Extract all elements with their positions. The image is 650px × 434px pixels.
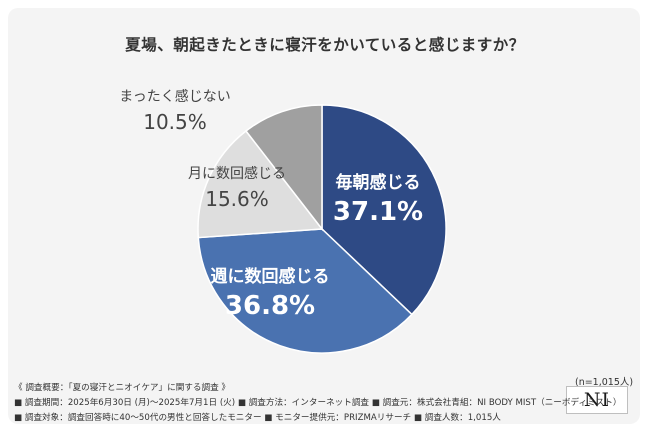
brand-logo: NI <box>566 386 628 414</box>
slice-label: 週に数回感じる <box>211 266 330 287</box>
survey-note-line: 《 調査概要：「夏の寝汗とニオイケア」に関する調査 》 <box>14 383 231 393</box>
slice-label: まったく感じない <box>119 88 230 105</box>
slice-value-label: 36.8% <box>225 291 315 321</box>
pie-slice <box>197 228 413 354</box>
slice-value-label: 15.6% <box>205 187 269 211</box>
slice-value-label: 10.5% <box>143 110 207 134</box>
survey-note-line: ■ 調査期間：2025年6月30日 (月)〜2025年7月1日 (火) ■ 調査… <box>14 398 622 408</box>
slice-label: 月に数回感じる <box>188 165 286 182</box>
pie-slice <box>321 104 447 316</box>
survey-note-line: ■ 調査対象：調査回答時に40〜50代の男性と回答したモニター ■ モニター提供… <box>14 413 501 423</box>
pie-slice <box>244 104 323 232</box>
pie-slice <box>197 129 324 239</box>
slice-value-label: 37.1% <box>333 197 423 227</box>
chart-title: 夏場、朝起きたときに寝汗をかいていると感じますか？ <box>125 36 525 54</box>
slice-label: 毎朝感じる <box>336 172 421 193</box>
survey-notes: 《 調査概要：「夏の寝汗とニオイケア」に関する調査 》 ■ 調査期間：2025年… <box>14 381 622 426</box>
sample-size-label: (n=1,015人) <box>575 377 634 388</box>
